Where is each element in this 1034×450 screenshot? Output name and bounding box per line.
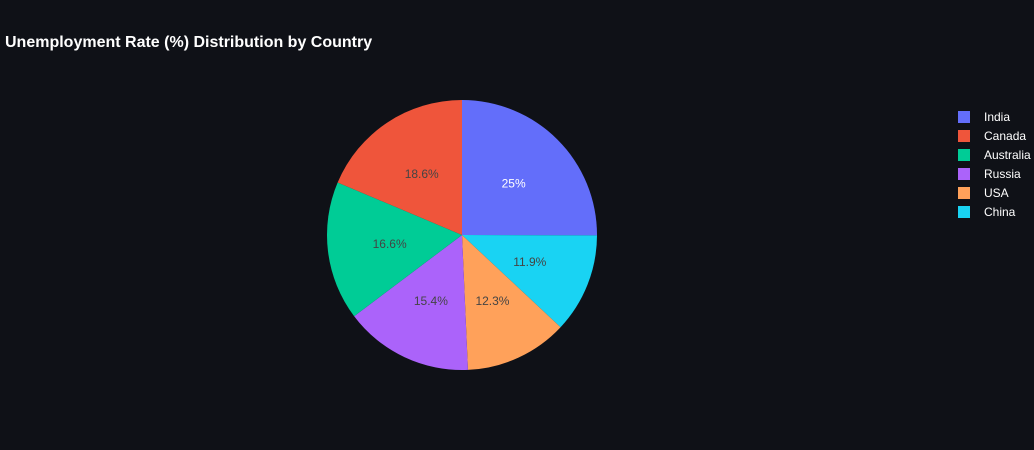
slice-label-russia: 15.4% — [414, 294, 448, 308]
pie-slice-india[interactable] — [462, 100, 597, 236]
legend-item-russia[interactable]: Russia — [958, 164, 1031, 183]
legend-label: Russia — [984, 166, 1021, 181]
legend-item-usa[interactable]: USA — [958, 183, 1031, 202]
legend-item-australia[interactable]: Australia — [958, 145, 1031, 164]
slice-label-india: 25% — [502, 177, 526, 191]
chart-title: Unemployment Rate (%) Distribution by Co… — [5, 34, 373, 51]
pie-slice-canada[interactable] — [337, 100, 462, 235]
legend-label: Canada — [984, 128, 1027, 143]
pie-slice-australia[interactable] — [327, 182, 462, 317]
pie-slice-china[interactable] — [462, 235, 597, 328]
legend-swatch — [958, 167, 970, 180]
slice-label-china: 11.9% — [513, 255, 546, 269]
legend-swatch — [958, 186, 970, 199]
slice-label-canada: 18.6% — [405, 167, 439, 181]
slice-label-australia: 16.6% — [373, 237, 407, 251]
legend-swatch — [958, 205, 970, 218]
legend-swatch — [958, 110, 970, 123]
legend-label: India — [984, 109, 1011, 124]
legend-item-canada[interactable]: Canada — [958, 126, 1031, 145]
legend-swatch — [958, 129, 970, 142]
pie-slice-usa[interactable] — [462, 235, 561, 370]
legend-item-china[interactable]: China — [958, 202, 1031, 221]
slice-label-usa: 12.3% — [475, 294, 509, 308]
legend-label: USA — [984, 185, 1009, 200]
legend-item-india[interactable]: India — [958, 107, 1031, 126]
legend-label: China — [984, 204, 1016, 219]
legend-swatch — [958, 148, 970, 161]
legend-label: Australia — [984, 147, 1031, 162]
pie-slice-russia[interactable] — [354, 235, 468, 370]
legend: India Canada Australia Russia USA China — [958, 107, 1031, 221]
